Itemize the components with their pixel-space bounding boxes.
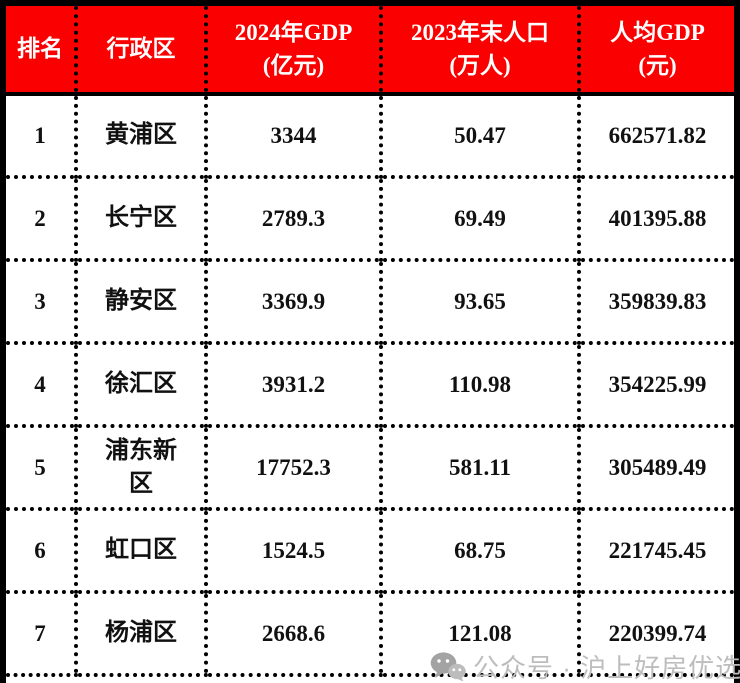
table-header: 排名 行政区 2024年GDP (亿元) 2023年末人口 (万人) 人均GDP…	[6, 6, 734, 96]
population-cell: 581.11	[379, 424, 579, 509]
column-header-population: 2023年末人口 (万人)	[379, 6, 579, 96]
column-unit: (亿元)	[262, 53, 325, 78]
table-body: 1 黄浦区 3344 50.47 662571.82 2 长宁区 2789.3 …	[6, 94, 734, 677]
column-header-gdp: 2024年GDP (亿元)	[204, 6, 381, 96]
district-name: 浦东新区	[105, 438, 177, 497]
rank-cell: 4	[6, 341, 76, 426]
district-cell: 静安区	[74, 258, 206, 343]
gdp-cell: 2789.3	[204, 175, 381, 260]
district-cell: 杨浦区	[74, 590, 206, 677]
gdp-cell: 1524.5	[204, 507, 381, 592]
table-row: 5 浦东新区 17752.3 581.11 305489.49	[6, 424, 734, 509]
rank-cell: 7	[6, 590, 76, 677]
rank-cell: 1	[6, 94, 76, 177]
rank-cell: 3	[6, 258, 76, 343]
district-name: 徐汇区	[105, 371, 177, 398]
per-capita-gdp-cell: 662571.82	[577, 94, 734, 177]
population-cell: 50.47	[379, 94, 579, 177]
table-row: 3 静安区 3369.9 93.65 359839.83	[6, 258, 734, 343]
table-row: 2 长宁区 2789.3 69.49 401395.88	[6, 175, 734, 260]
gdp-cell: 3369.9	[204, 258, 381, 343]
district-name: 虹口区	[105, 537, 177, 564]
column-title: 行政区	[106, 36, 176, 62]
district-cell: 浦东新区	[74, 424, 206, 509]
gdp-cell: 3931.2	[204, 341, 381, 426]
population-cell: 93.65	[379, 258, 579, 343]
rank-cell: 5	[6, 424, 76, 509]
column-header-district: 行政区	[74, 6, 206, 96]
district-cell: 虹口区	[74, 507, 206, 592]
column-unit: (元)	[638, 53, 677, 78]
table-row: 1 黄浦区 3344 50.47 662571.82	[6, 94, 734, 177]
per-capita-gdp-cell: 305489.49	[577, 424, 734, 509]
population-cell: 68.75	[379, 507, 579, 592]
district-name: 黄浦区	[105, 122, 177, 149]
per-capita-gdp-cell: 220399.74	[577, 590, 734, 677]
per-capita-gdp-cell: 359839.83	[577, 258, 734, 343]
population-cell: 110.98	[379, 341, 579, 426]
population-cell: 69.49	[379, 175, 579, 260]
district-cell: 黄浦区	[74, 94, 206, 177]
gdp-cell: 3344	[204, 94, 381, 177]
column-header-per-capita-gdp: 人均GDP (元)	[577, 6, 734, 96]
column-title: 人均GDP	[610, 19, 705, 45]
table-row: 6 虹口区 1524.5 68.75 221745.45	[6, 507, 734, 592]
header-row: 排名 行政区 2024年GDP (亿元) 2023年末人口 (万人) 人均GDP…	[6, 6, 734, 96]
rank-cell: 6	[6, 507, 76, 592]
per-capita-gdp-cell: 221745.45	[577, 507, 734, 592]
district-name: 静安区	[105, 288, 177, 315]
column-title: 2023年末人口	[411, 19, 549, 45]
column-header-rank: 排名	[6, 6, 76, 96]
gdp-cell: 2668.6	[204, 590, 381, 677]
district-cell: 长宁区	[74, 175, 206, 260]
per-capita-gdp-cell: 354225.99	[577, 341, 734, 426]
rank-cell: 2	[6, 175, 76, 260]
gdp-ranking-table: 排名 行政区 2024年GDP (亿元) 2023年末人口 (万人) 人均GDP…	[6, 6, 734, 677]
table-row: 7 杨浦区 2668.6 121.08 220399.74	[6, 590, 734, 677]
column-title: 排名	[17, 36, 63, 62]
population-cell: 121.08	[379, 590, 579, 677]
district-cell: 徐汇区	[74, 341, 206, 426]
district-name: 长宁区	[105, 205, 177, 232]
district-name: 杨浦区	[105, 620, 177, 647]
gdp-cell: 17752.3	[204, 424, 381, 509]
column-unit: (万人)	[449, 53, 511, 78]
table-row: 4 徐汇区 3931.2 110.98 354225.99	[6, 341, 734, 426]
per-capita-gdp-cell: 401395.88	[577, 175, 734, 260]
column-title: 2024年GDP	[234, 19, 353, 45]
